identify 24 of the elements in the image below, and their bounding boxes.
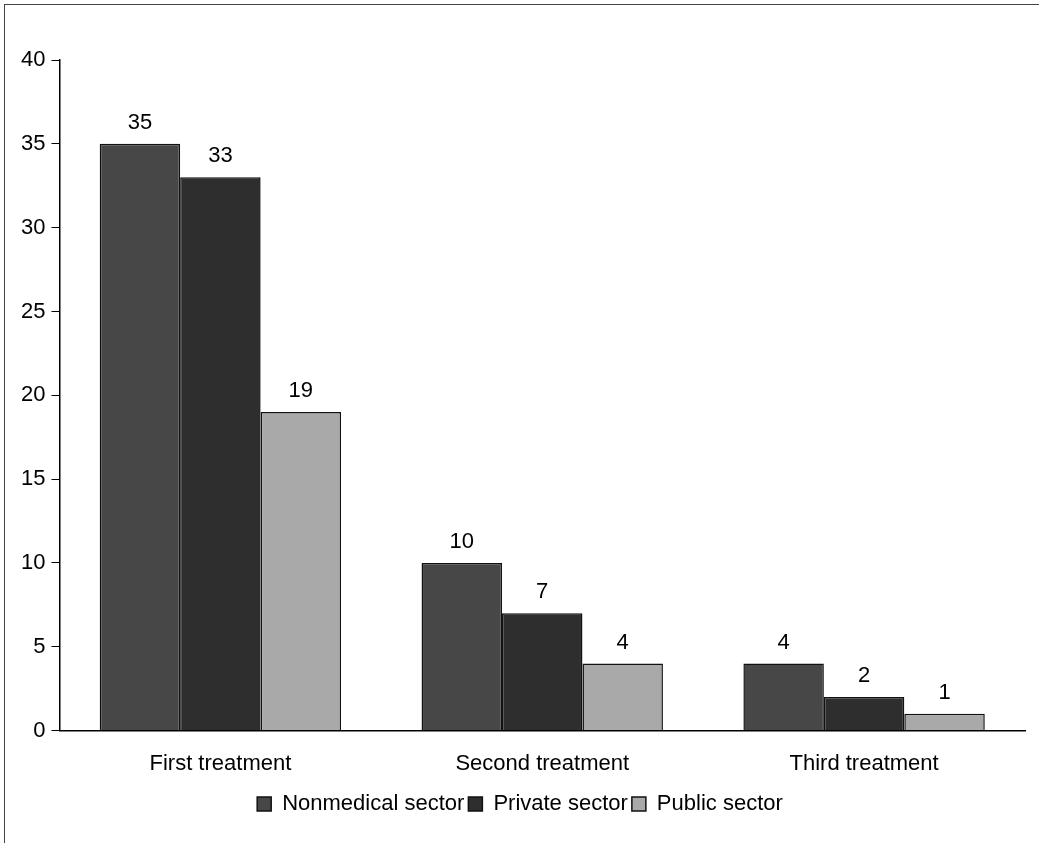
data-label: 4 <box>616 628 629 654</box>
x-tick-label: Third treatment <box>789 749 939 775</box>
data-label: 33 <box>208 142 233 168</box>
data-label: 7 <box>536 578 549 604</box>
data-label: 10 <box>449 528 475 554</box>
x-tick-label: First treatment <box>149 749 292 775</box>
y-tick-label: 35 <box>20 129 46 155</box>
x-tick-label: Second treatment <box>455 749 630 775</box>
y-tick-label: 30 <box>20 213 46 239</box>
data-label: 19 <box>288 377 314 403</box>
legend-label: Private sector <box>493 790 628 816</box>
legend-label: Public sector <box>656 790 783 816</box>
y-tick-label: 25 <box>20 297 46 323</box>
y-tick-label: 20 <box>20 381 46 407</box>
data-label: 1 <box>938 678 951 704</box>
y-tick-label: 5 <box>33 632 46 658</box>
y-tick-label: 15 <box>20 465 46 491</box>
data-label: 35 <box>127 108 153 134</box>
y-tick-label: 0 <box>33 716 46 742</box>
legend-label: Nonmedical sector <box>282 790 465 816</box>
data-label: 2 <box>857 662 871 688</box>
y-tick-label: 10 <box>20 549 46 575</box>
y-tick-label: 40 <box>20 46 46 72</box>
data-label: 4 <box>777 628 790 654</box>
